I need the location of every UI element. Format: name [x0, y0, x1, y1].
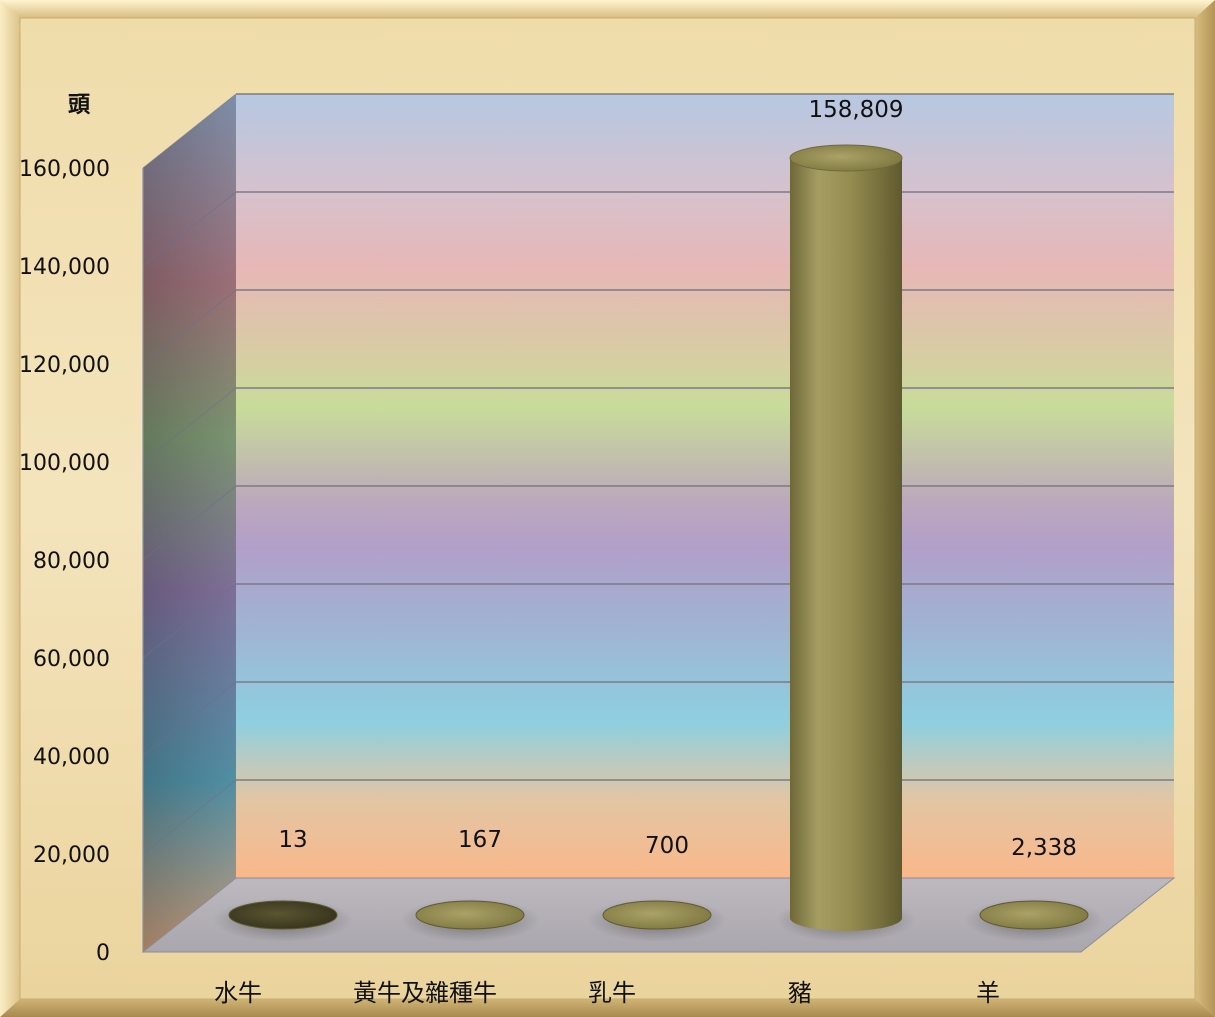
y-tick-label: 80,000	[33, 549, 110, 574]
y-tick-label: 0	[96, 941, 110, 966]
gridline-side	[142, 681, 237, 757]
bar-body	[790, 158, 902, 931]
plot-area	[141, 93, 1176, 953]
x-category-label: 豬	[788, 979, 812, 1007]
bar	[400, 898, 540, 942]
y-axis-label: 頭	[68, 93, 91, 118]
data-label: 167	[458, 827, 502, 853]
gridline-side	[142, 191, 237, 267]
bars	[213, 144, 1104, 942]
bar-cap	[415, 900, 525, 930]
bar	[587, 898, 727, 942]
bar-cap	[789, 144, 903, 172]
gridline-side	[142, 289, 237, 365]
data-label: 700	[645, 833, 689, 859]
gridline-side	[142, 583, 237, 659]
y-tick-label: 60,000	[33, 647, 110, 672]
bar	[964, 898, 1104, 942]
bar-cap	[979, 900, 1089, 930]
y-tick-label: 40,000	[33, 745, 110, 770]
gridlines	[142, 93, 1174, 855]
x-category-label: 乳牛	[588, 979, 636, 1007]
data-labels: 13 167 700 158,809 2,338	[278, 97, 1077, 861]
gridline-side	[142, 387, 237, 463]
gridline-side	[142, 93, 237, 169]
x-axis-category-labels: 水牛 黃牛及雜種牛 乳牛 豬 羊	[214, 979, 1000, 1007]
data-label: 13	[278, 827, 307, 853]
y-tick-label: 120,000	[19, 353, 110, 378]
gridline-side	[142, 779, 237, 855]
x-category-label: 水牛	[214, 979, 262, 1007]
gridline-side	[142, 485, 237, 561]
bar	[776, 144, 916, 942]
y-tick-label: 100,000	[19, 451, 110, 476]
data-label: 2,338	[1011, 835, 1077, 861]
x-category-label: 羊	[976, 979, 1000, 1007]
bar-cap	[602, 900, 712, 930]
y-tick-label: 140,000	[19, 255, 110, 280]
data-label: 158,809	[808, 97, 903, 123]
y-axis-ticks: 0 20,000 40,000 60,000 80,000 100,000 120,000 1…	[19, 157, 110, 966]
bar-cap	[228, 900, 338, 930]
y-tick-label: 160,000	[19, 157, 110, 182]
x-category-label: 黃牛及雜種牛	[353, 979, 497, 1007]
bar	[213, 898, 353, 942]
y-tick-label: 20,000	[33, 843, 110, 868]
